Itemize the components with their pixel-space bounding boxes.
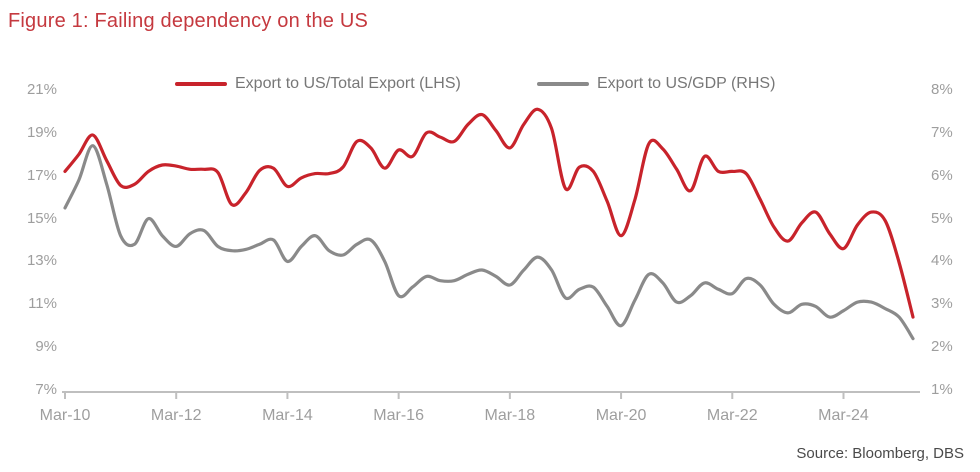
y-axis-label-left: 9% bbox=[35, 338, 57, 356]
y-axis-label-right: 2% bbox=[931, 338, 953, 356]
y-axis-label-right: 7% bbox=[931, 123, 953, 141]
x-axis-label: Mar-14 bbox=[262, 407, 313, 424]
y-axis-label-left: 7% bbox=[35, 381, 57, 398]
y-axis-label-right: 3% bbox=[931, 295, 953, 313]
x-axis-label: Mar-16 bbox=[373, 407, 424, 424]
legend-item-rhs: Export to US/GDP (RHS) bbox=[537, 75, 775, 93]
source-note: Source: Bloomberg, DBS bbox=[796, 445, 964, 462]
y-axis-label-left: 15% bbox=[26, 209, 57, 227]
legend-label-rhs: Export to US/GDP (RHS) bbox=[597, 75, 776, 92]
x-axis-label: Mar-12 bbox=[150, 407, 202, 424]
y-axis-label-right: 5% bbox=[931, 209, 953, 227]
y-axis-label-right: 1% bbox=[931, 381, 953, 398]
x-axis-label: Mar-20 bbox=[595, 407, 647, 424]
y-axis-label-left: 17% bbox=[26, 166, 57, 184]
x-axis-label: Mar-18 bbox=[484, 407, 536, 424]
chart-title: Figure 1: Failing dependency on the US bbox=[8, 10, 369, 32]
series-line-rhs bbox=[63, 144, 915, 341]
y-axis-label-left: 21% bbox=[26, 81, 57, 98]
lhs-line-swatch-icon bbox=[175, 82, 227, 86]
y-axis-label-left: 19% bbox=[26, 123, 57, 141]
y-axis-label-right: 4% bbox=[931, 252, 953, 270]
x-axis-label: Mar-22 bbox=[706, 407, 758, 424]
x-axis-label: Mar-10 bbox=[39, 407, 91, 424]
y-axis-label-right: 6% bbox=[931, 166, 953, 184]
y-axis-label-right: 8% bbox=[931, 81, 953, 98]
rhs-line-swatch-icon bbox=[537, 82, 589, 86]
y-axis-label-left: 13% bbox=[26, 252, 57, 270]
legend-item-lhs: Export to US/Total Export (LHS) bbox=[175, 75, 461, 93]
legend-label-lhs: Export to US/Total Export (LHS) bbox=[235, 75, 461, 92]
y-axis-label-left: 11% bbox=[28, 295, 57, 313]
x-axis-label: Mar-24 bbox=[818, 407, 869, 424]
series-line-lhs bbox=[63, 107, 915, 319]
